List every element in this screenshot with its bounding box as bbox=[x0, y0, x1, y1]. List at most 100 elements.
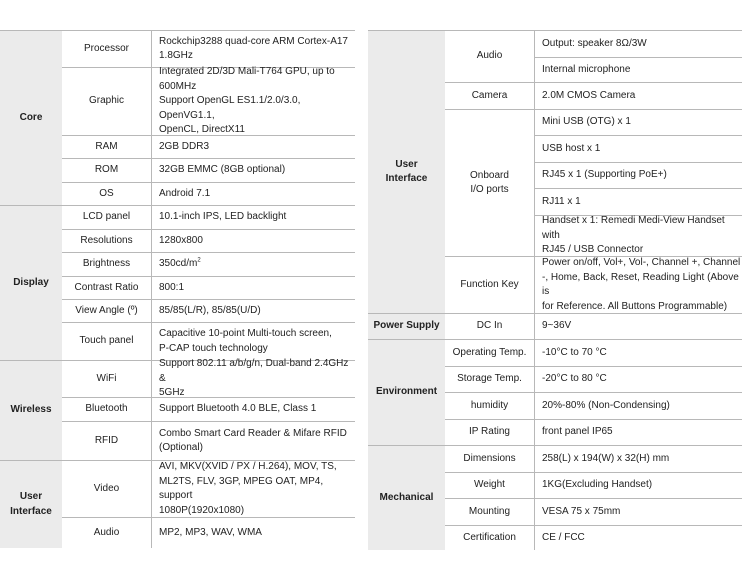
spec-name: Video bbox=[62, 460, 152, 517]
text-line: Camera bbox=[471, 89, 508, 101]
spec-value: 20%-80% (Non-Condensing) bbox=[535, 392, 742, 419]
spec-name: Bluetooth bbox=[62, 397, 152, 421]
text-line: Support OpenGL ES1.1/2.0/3.0, OpenVG1.1, bbox=[159, 95, 301, 121]
text-line: CE / FCC bbox=[542, 531, 585, 543]
text-line: View Angle (º) bbox=[75, 304, 138, 316]
text-line: for Reference. All Buttons Programmable) bbox=[542, 300, 728, 312]
spec-value: Support 802.11 a/b/g/n, Dual-band 2.4GHz… bbox=[152, 358, 355, 398]
spec-name: Audio bbox=[445, 30, 535, 82]
text-line: Processor bbox=[83, 42, 129, 54]
spec-name: View Angle (º) bbox=[62, 299, 152, 322]
spec-name: Touch panel bbox=[62, 322, 152, 360]
text-line: (Optional) bbox=[159, 442, 203, 453]
text-line: ML2TS, FLV, 3GP, MPEG OAT, MP4, support bbox=[159, 475, 324, 502]
text-line: -20°C to 80 °C bbox=[542, 373, 607, 385]
text-line: Rockchip3288 quad-core ARM Cortex-A17 bbox=[159, 35, 348, 47]
text-line: RJ45 x 1 (Supporting PoE+) bbox=[542, 169, 667, 181]
spec-value: CE / FCC bbox=[535, 525, 742, 550]
spec-name: Resolutions bbox=[62, 229, 152, 252]
spec-value: front panel IP65 bbox=[535, 419, 742, 445]
text-line: Audio bbox=[476, 50, 503, 62]
spec-value: -10°C to 70 °C bbox=[535, 339, 742, 366]
spec-name: Operating Temp. bbox=[445, 339, 535, 366]
text-line: Support 802.11 a/b/g/n, Dual-band 2.4GHz… bbox=[159, 358, 349, 384]
text-line: Combo Smart Card Reader & Mifare RFID bbox=[159, 427, 347, 439]
spec-category: User Interface bbox=[0, 460, 62, 548]
text-line: Support Bluetooth 4.0 BLE, Class 1 bbox=[159, 403, 317, 415]
text-line: Power on/off, Vol+, Vol-, Channel +, Cha… bbox=[542, 257, 741, 268]
spec-category: Mechanical bbox=[368, 445, 445, 550]
spec-value: 85/85(L/R), 85/85(U/D) bbox=[152, 299, 355, 322]
spec-value: 1280x800 bbox=[152, 229, 355, 252]
text-line: Touch panel bbox=[79, 335, 134, 347]
text-line: Bluetooth bbox=[85, 403, 128, 415]
text-line: Mounting bbox=[468, 505, 511, 517]
text-line: 1080P(1920x1080) bbox=[159, 504, 245, 516]
spec-name: humidity bbox=[445, 392, 535, 419]
spec-name: Audio bbox=[62, 517, 152, 548]
text-line: 1.8GHz bbox=[159, 50, 193, 61]
text-line: OS bbox=[99, 187, 114, 199]
spec-name: Function Key bbox=[445, 256, 535, 313]
text-line: Capacitive 10-point Multi-touch screen, bbox=[159, 328, 332, 339]
spec-value: Mini USB (OTG) x 1 bbox=[535, 109, 742, 135]
text-line: VESA 75 x 75mm bbox=[542, 505, 621, 517]
spec-value: 10.1-inch IPS, LED backlight bbox=[152, 205, 355, 229]
text-line: Interface bbox=[10, 505, 52, 517]
spec-value: 32GB EMMC (8GB optional) bbox=[152, 158, 355, 182]
text-line: 350cd/m2 bbox=[159, 257, 355, 272]
text-line: Storage Temp. bbox=[457, 373, 522, 385]
text-line: Display bbox=[13, 276, 49, 288]
text-line: Certification bbox=[463, 531, 516, 543]
text-line: 20%-80% (Non-Condensing) bbox=[542, 399, 670, 411]
spec-category: Power Supply bbox=[368, 313, 445, 339]
spec-name: OS bbox=[62, 182, 152, 205]
text-line: USB host x 1 bbox=[542, 142, 601, 154]
text-line: front panel IP65 bbox=[542, 426, 613, 438]
spec-name: Processor bbox=[62, 30, 152, 67]
spec-value: 2GB DDR3 bbox=[152, 135, 355, 158]
spec-name: Graphic bbox=[62, 67, 152, 135]
spec-name: RFID bbox=[62, 421, 152, 460]
spec-value: 800:1 bbox=[152, 276, 355, 299]
text-line: 85/85(L/R), 85/85(U/D) bbox=[159, 304, 261, 316]
spec-value: MP2, MP3, WAV, WMA bbox=[152, 517, 355, 548]
spec-name: DC In bbox=[445, 313, 535, 339]
text-line: DC In bbox=[476, 320, 503, 332]
text-line: Brightness bbox=[82, 258, 131, 270]
text-line: Function Key bbox=[460, 278, 519, 290]
text-line: Wireless bbox=[10, 404, 52, 416]
text: 350cd/m bbox=[159, 258, 198, 270]
text-line: LCD panel bbox=[82, 211, 131, 223]
spec-category: User Interface bbox=[368, 30, 445, 313]
spec-name: WiFi bbox=[62, 360, 152, 397]
text-line: Video bbox=[93, 482, 120, 494]
text-line: 600MHz bbox=[159, 80, 197, 92]
spec-category: Wireless bbox=[0, 360, 62, 460]
spec-value: 350cd/m2 bbox=[152, 252, 355, 276]
text-line: Mini USB (OTG) x 1 bbox=[542, 116, 631, 128]
spec-value: Support Bluetooth 4.0 BLE, Class 1 bbox=[152, 397, 355, 421]
spec-value: Integrated 2D/3D Mali-T764 GPU, up to 600… bbox=[152, 66, 355, 135]
text-line: 5GHz bbox=[159, 387, 185, 399]
text-line: Operating Temp. bbox=[452, 346, 527, 358]
text-line: User bbox=[19, 491, 43, 502]
spec-value: VESA 75 x 75mm bbox=[535, 498, 742, 525]
text-line: Power Supply bbox=[373, 320, 440, 332]
spec-name: LCD panel bbox=[62, 205, 152, 229]
spec-value: Combo Smart Card Reader & Mifare RFID (Op… bbox=[152, 421, 355, 460]
spec-name: Certification bbox=[445, 525, 535, 550]
spec-value: Output: speaker 8Ω/3W bbox=[535, 30, 742, 57]
text-line: Graphic bbox=[88, 95, 124, 107]
spec-value: 9~36V bbox=[535, 313, 742, 339]
text-line: ROM bbox=[94, 164, 119, 176]
text-line: RJ45 / USB Connector bbox=[542, 244, 644, 256]
spec-name: Weight bbox=[445, 472, 535, 498]
text-line: 2GB DDR3 bbox=[159, 140, 210, 152]
spec-name: Dimensions bbox=[445, 445, 535, 472]
text-line: I/O ports bbox=[470, 184, 509, 195]
spec-name: Mounting bbox=[445, 498, 535, 525]
text-line: IP Rating bbox=[469, 426, 510, 438]
text-line: 800:1 bbox=[159, 281, 185, 293]
spec-category: Environment bbox=[368, 339, 445, 445]
